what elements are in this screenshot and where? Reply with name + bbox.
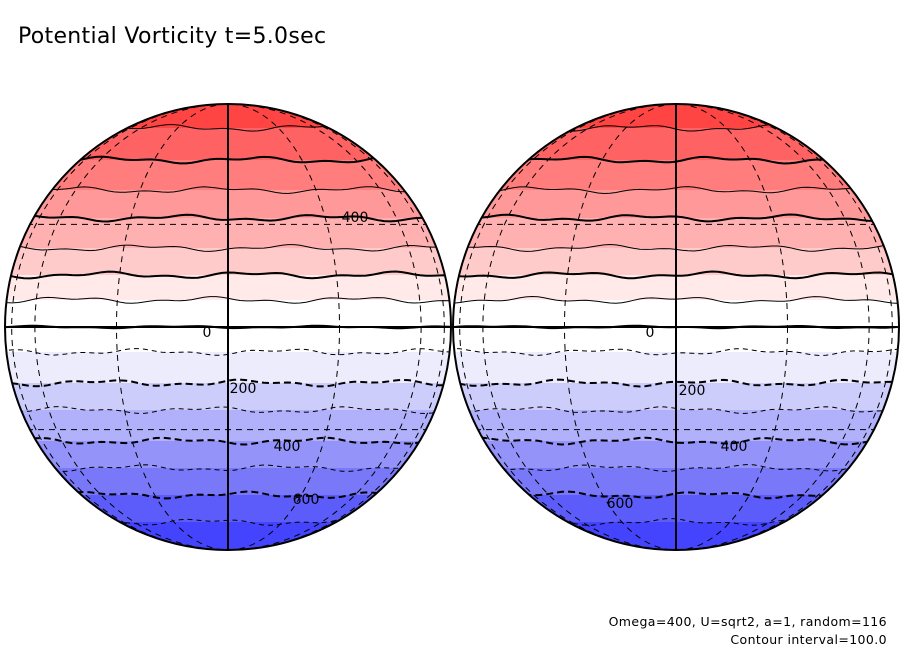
contour-label: 600 <box>607 496 634 512</box>
contour-label: 0 <box>203 325 212 341</box>
contour-label: 0 <box>646 325 655 341</box>
right-globe <box>453 104 899 550</box>
contour-interval-note: Contour interval=100.0 <box>730 632 887 647</box>
globe-outline <box>4 103 452 551</box>
model-parameters: Omega=400, U=sqrt2, a=1, random=116 <box>608 614 887 629</box>
globe-overlays: 400 0 200 400 600 0 200 400 600 <box>4 103 900 551</box>
left-globe <box>5 104 451 550</box>
contour-label: 600 <box>293 492 320 508</box>
chart-title: Potential Vorticity t=5.0sec <box>18 24 327 49</box>
contour-label: 200 <box>230 381 257 397</box>
contour-label: 400 <box>721 439 748 455</box>
globe-outline <box>452 103 900 551</box>
contour-label: 200 <box>679 383 706 399</box>
contour-label: 400 <box>342 210 369 226</box>
contour-label: 400 <box>274 439 301 455</box>
